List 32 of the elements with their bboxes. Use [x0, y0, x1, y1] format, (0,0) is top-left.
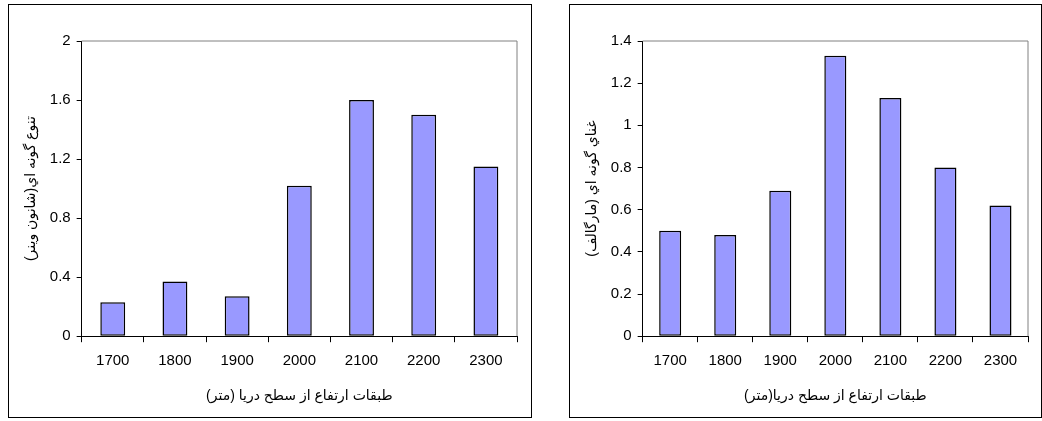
- y-axis-title: غناي گونه اي (مارگالف): [583, 120, 601, 257]
- x-tick-label: 2200: [407, 351, 441, 369]
- y-tick-label: 0.4: [49, 267, 71, 285]
- x-axis-title: طبقات ارتفاع از سطح دريا (متر): [206, 387, 393, 405]
- y-tick-label: 2: [62, 31, 71, 49]
- x-tick-label: 2300: [983, 351, 1018, 369]
- x-tick-label: 2300: [469, 351, 503, 369]
- y-axis-title: تنوع گونه اي(شانون وينر): [22, 116, 40, 262]
- x-tick-label: 1900: [220, 351, 254, 369]
- y-tick-label: 0.4: [610, 242, 632, 259]
- x-tick-label: 1800: [708, 351, 742, 369]
- y-tick-label: 0.8: [610, 157, 632, 175]
- x-tick-label: 1700: [653, 351, 687, 369]
- y-tick-label: 0.8: [49, 208, 71, 226]
- x-tick-label: 1800: [158, 351, 192, 369]
- x-tick-label: 2100: [344, 351, 379, 369]
- y-tick-label: 0.6: [610, 199, 632, 217]
- x-tick-label: 2100: [873, 351, 908, 369]
- y-tick-label: 1.2: [49, 149, 71, 167]
- x-tick-label: 2000: [818, 351, 853, 369]
- y-tick-label: 1.2: [610, 73, 632, 91]
- y-tick-label: 1.6: [49, 90, 71, 108]
- y-tick-label: 0: [62, 326, 71, 344]
- y-tick-label: 1: [623, 115, 632, 133]
- x-tick-label: 1700: [96, 351, 130, 369]
- x-tick-label: 2200: [928, 351, 963, 369]
- x-tick-label: 1900: [763, 351, 797, 369]
- y-tick-label: 0.2: [610, 284, 632, 302]
- x-tick-label: 2000: [282, 351, 317, 369]
- x-axis-title: طبقات ارتفاع از سطح دريا(متر): [744, 387, 927, 405]
- y-tick-label: 1.4: [610, 31, 632, 49]
- y-tick-label: 0: [623, 326, 632, 344]
